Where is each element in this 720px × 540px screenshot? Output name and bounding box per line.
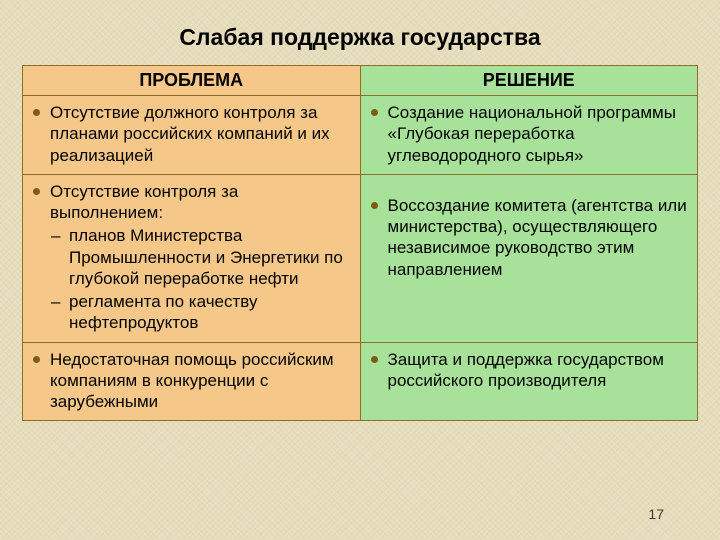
solution-cell: Создание национальной программы «Глубока… xyxy=(360,96,698,175)
bullet-item: Создание национальной программы «Глубока… xyxy=(369,102,688,166)
bullet-icon xyxy=(33,109,40,116)
bullet-item: Отсутствие контроля за выполнением: xyxy=(31,181,350,224)
table-header-row: ПРОБЛЕМА РЕШЕНИЕ xyxy=(23,66,698,96)
bullet-icon xyxy=(371,356,378,363)
header-problem: ПРОБЛЕМА xyxy=(23,66,361,96)
slide-title: Слабая поддержка государства xyxy=(22,24,698,51)
problem-cell: Отсутствие контроля за выполнением: – пл… xyxy=(23,174,361,342)
comparison-table: ПРОБЛЕМА РЕШЕНИЕ Отсутствие должного кон… xyxy=(22,65,698,421)
bullet-text: Недостаточная помощь российским компания… xyxy=(50,349,350,413)
bullet-item: Защита и поддержка государством российск… xyxy=(369,349,688,392)
bullet-text: Отсутствие контроля за выполнением: xyxy=(50,181,350,224)
bullet-item: Отсутствие должного контроля за планами … xyxy=(31,102,350,166)
bullet-text: Воссоздание комитета (агентства или мини… xyxy=(388,195,688,280)
table-row: Отсутствие должного контроля за планами … xyxy=(23,96,698,175)
sub-item: – регламента по качеству нефтепродуктов xyxy=(51,291,350,334)
bullet-item: Недостаточная помощь российским компания… xyxy=(31,349,350,413)
bullet-icon xyxy=(33,188,40,195)
bullet-text: Защита и поддержка государством российск… xyxy=(388,349,688,392)
solution-cell: Защита и поддержка государством российск… xyxy=(360,342,698,421)
sub-text: регламента по качеству нефтепродуктов xyxy=(69,291,350,334)
dash-icon: – xyxy=(51,225,65,246)
bullet-text: Отсутствие должного контроля за планами … xyxy=(50,102,350,166)
header-solution: РЕШЕНИЕ xyxy=(360,66,698,96)
bullet-icon xyxy=(371,109,378,116)
sub-text: планов Министерства Промышленности и Эне… xyxy=(69,225,350,289)
bullet-icon xyxy=(371,202,378,209)
problem-cell: Отсутствие должного контроля за планами … xyxy=(23,96,361,175)
table-row: Недостаточная помощь российским компания… xyxy=(23,342,698,421)
table-row: Отсутствие контроля за выполнением: – пл… xyxy=(23,174,698,342)
problem-cell: Недостаточная помощь российским компания… xyxy=(23,342,361,421)
bullet-text: Создание национальной программы «Глубока… xyxy=(388,102,688,166)
sub-item: – планов Министерства Промышленности и Э… xyxy=(51,225,350,289)
dash-icon: – xyxy=(51,291,65,312)
bullet-icon xyxy=(33,356,40,363)
solution-cell: Воссоздание комитета (агентства или мини… xyxy=(360,174,698,342)
slide: Слабая поддержка государства ПРОБЛЕМА РЕ… xyxy=(0,0,720,540)
bullet-item: Воссоздание комитета (агентства или мини… xyxy=(369,195,688,280)
page-number: 17 xyxy=(648,506,664,522)
